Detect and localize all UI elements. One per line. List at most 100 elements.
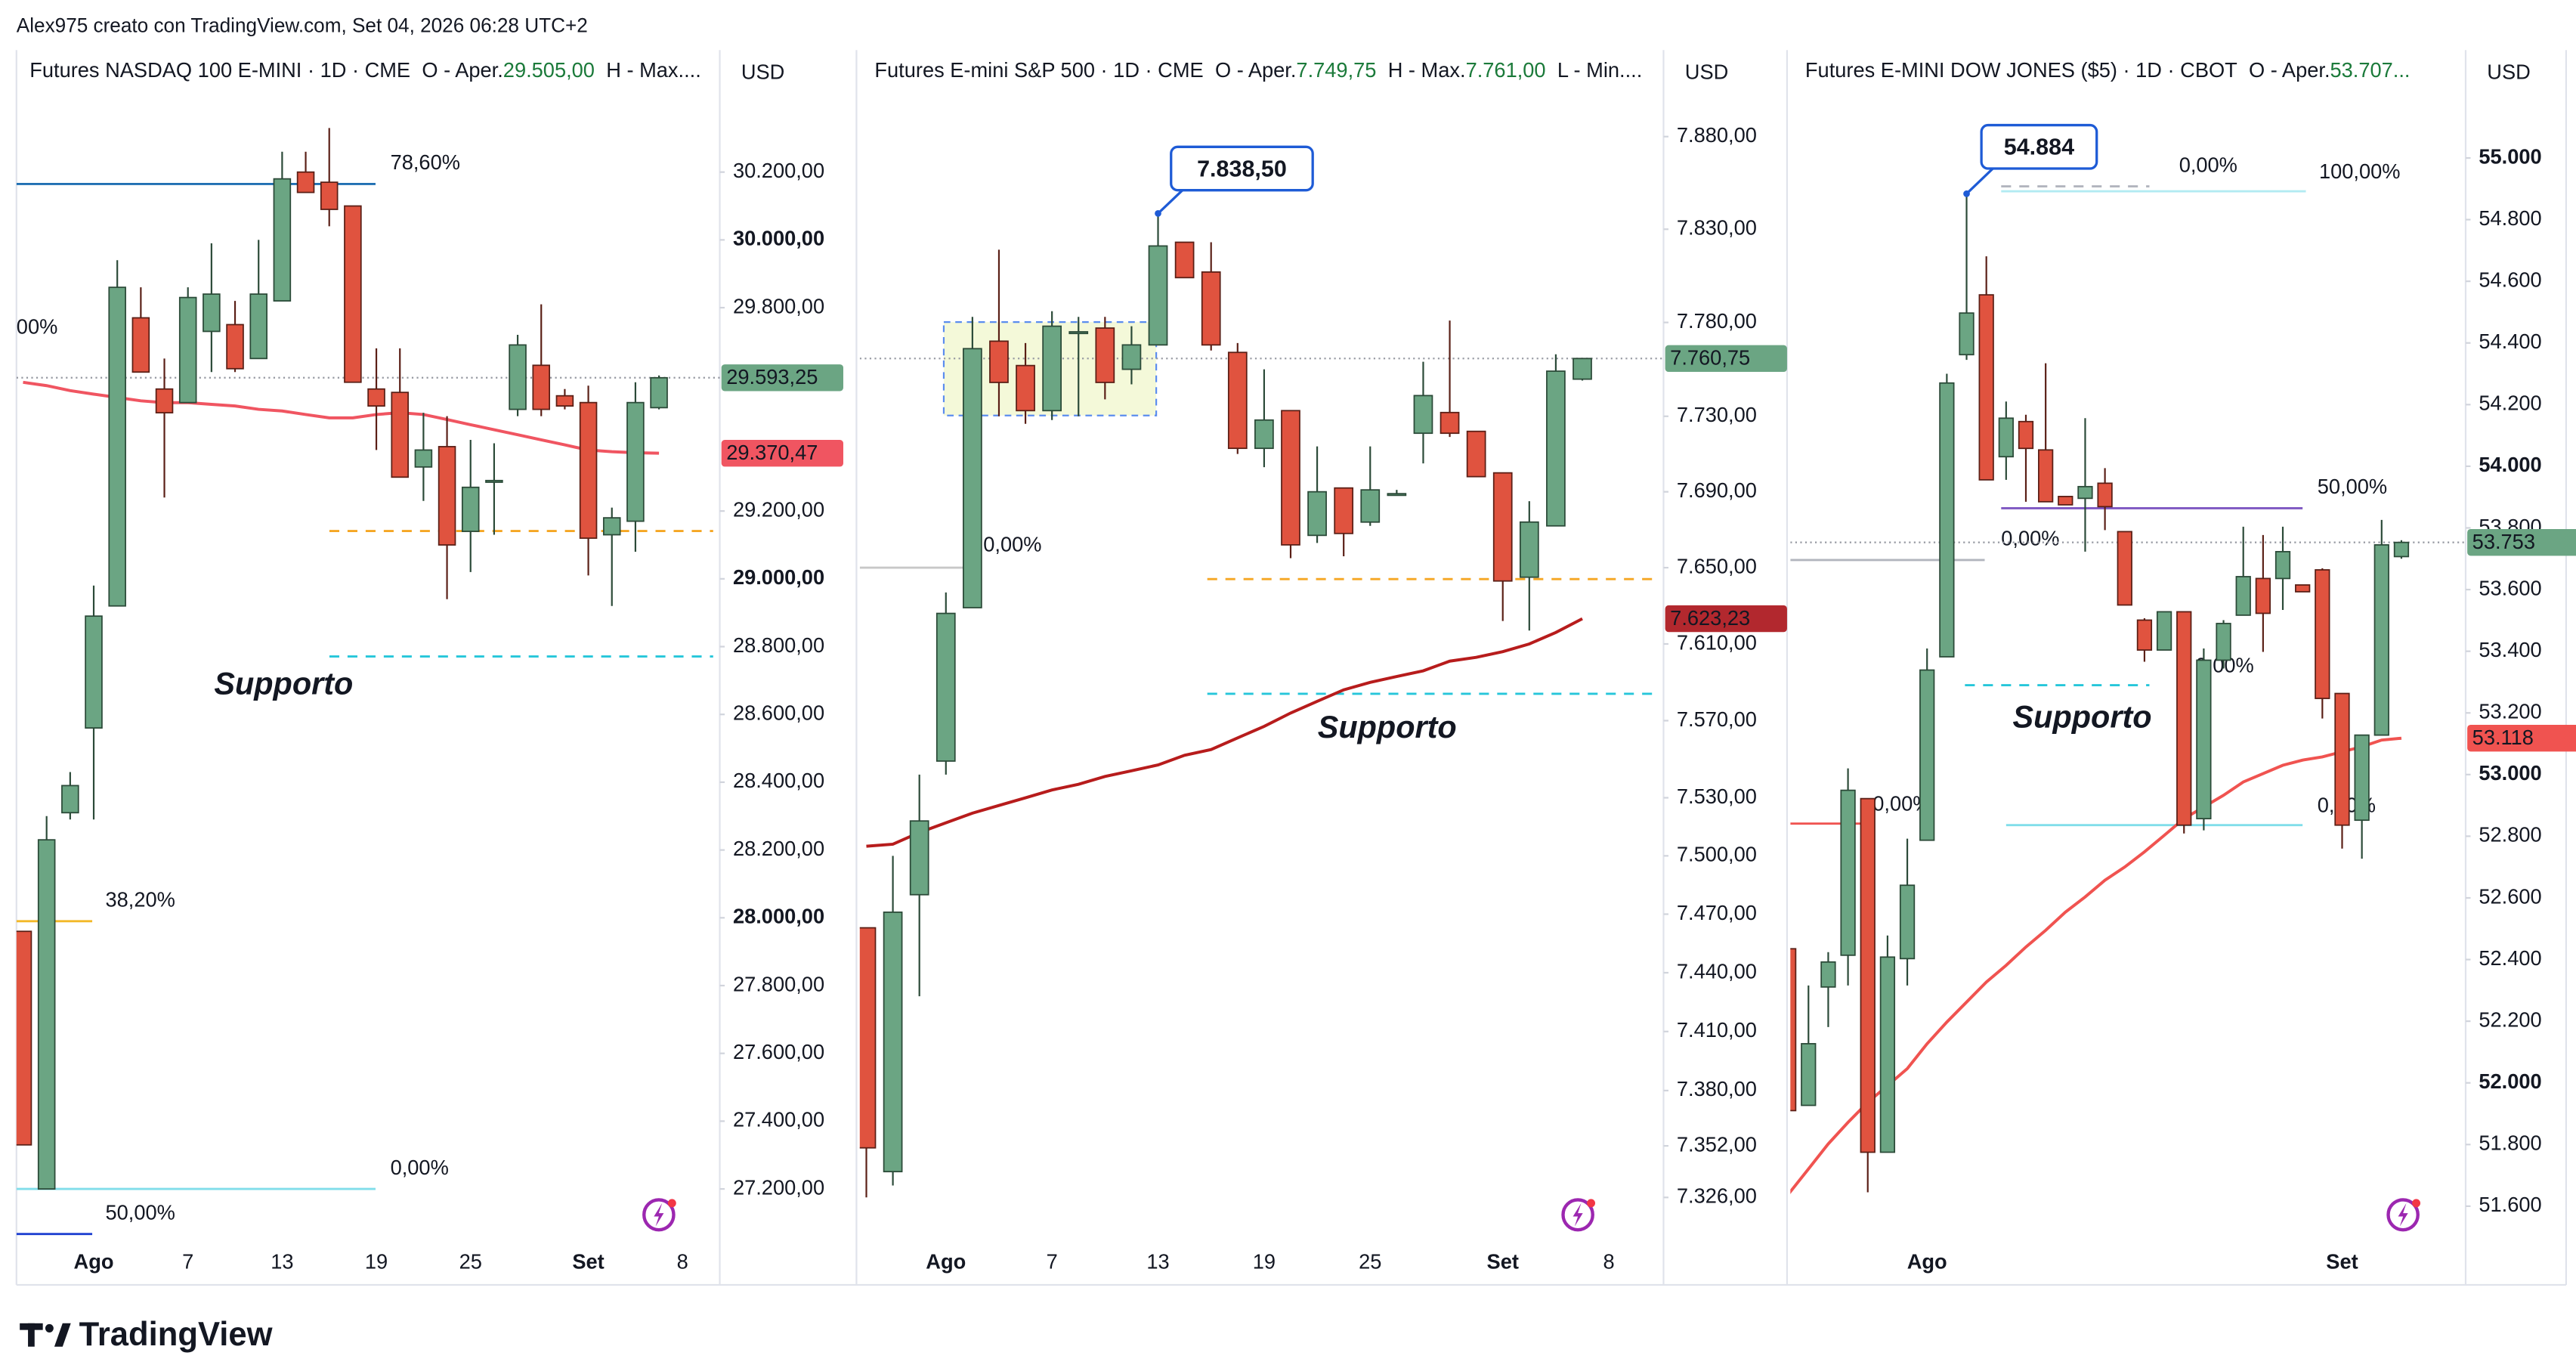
y-tick-label: 7.440,00 (1677, 959, 1757, 983)
callout-pointer (1965, 166, 1996, 195)
header-title: Futures E-MINI DOW JONES ($5) · 1D · CBO… (1805, 58, 2237, 82)
header-key: O - Aper. (422, 58, 503, 82)
candle-body (61, 785, 79, 814)
currency-label: USD (741, 60, 785, 83)
x-tick-label: Set (2326, 1249, 2358, 1273)
candle-body (1148, 245, 1168, 346)
y-tick-label: 7.690,00 (1677, 478, 1757, 502)
candle-body (2196, 659, 2212, 820)
y-tick-label: 52.600 (2479, 884, 2541, 908)
y-tick-label: 27.600,00 (733, 1040, 824, 1063)
y-tick-label: 7.326,00 (1677, 1184, 1757, 1207)
candle-body (2117, 531, 2132, 606)
y-tick-label: 28.600,00 (733, 701, 824, 724)
callout-anchor (1963, 190, 1970, 197)
candle-body (532, 364, 551, 410)
alert-icon (642, 1198, 676, 1232)
candle-body (367, 388, 385, 407)
candle-body (2097, 482, 2113, 508)
candle-body (1879, 956, 1896, 1153)
header-key: O - Aper. (1215, 58, 1296, 82)
y-tick-label: 53.400 (2479, 638, 2541, 661)
x-tick-label: 8 (677, 1249, 688, 1273)
y-tick-label: 54.200 (2479, 391, 2541, 414)
chart-panel: 0,00% Supporto Futures E-mini S&P 500 · 1D… (859, 58, 1787, 1274)
callout-pointer (1157, 187, 1186, 215)
candle-body (391, 392, 409, 478)
candle-body (1492, 472, 1513, 582)
candle-body (989, 340, 1009, 383)
y-tick-label: 52.000 (2479, 1069, 2541, 1093)
price-tag (721, 440, 843, 467)
candle-body (461, 486, 480, 532)
y-tick-label: 28.000,00 (733, 904, 824, 927)
candle-body (226, 323, 244, 370)
candle-body (1939, 382, 1955, 658)
price-tag-label: 29.593,25 (726, 365, 818, 388)
y-tick-label: 29.200,00 (733, 497, 824, 521)
y-tick-label: 27.400,00 (733, 1108, 824, 1131)
candle-body (320, 181, 339, 210)
candle-body (203, 293, 221, 333)
x-tick-label: 7 (182, 1249, 193, 1273)
candle-body (2334, 692, 2350, 826)
candle-body (2136, 619, 2153, 651)
fib-label: 38,20% (105, 887, 175, 911)
y-tick-label: 29.800,00 (733, 294, 824, 317)
candle-body (1387, 493, 1407, 497)
price-tag (1665, 605, 1787, 633)
alert-dot (1587, 1199, 1596, 1208)
price-tag-label: 7.623,23 (1670, 606, 1750, 630)
chart-panel: 78,60% 38,20% 0,00% 50,00% 00% Supporto Future… (16, 58, 843, 1274)
candle-body (2058, 495, 2073, 506)
header-title: Futures NASDAQ 100 E-MINI · 1D · CME (29, 58, 410, 82)
y-tick-label: 7.730,00 (1677, 403, 1757, 426)
candle-body (1174, 241, 1195, 279)
header-key: H - Max. (1388, 58, 1466, 82)
fib-label: 00% (17, 314, 58, 338)
y-tick-label: 7.830,00 (1677, 215, 1757, 239)
y-tick-label: 53.600 (2479, 576, 2541, 599)
candle-body (1068, 331, 1089, 335)
x-tick-label: Ago (926, 1249, 966, 1273)
y-tick-label: 7.380,00 (1677, 1077, 1757, 1100)
y-tick-label: 52.400 (2479, 946, 2541, 970)
candle-body (1919, 669, 1935, 841)
fib-label: 0,00% (983, 533, 1041, 556)
candle-body (108, 286, 126, 607)
candle-body (1281, 410, 1300, 546)
y-tick-label: 28.800,00 (733, 633, 824, 657)
candle-body (85, 615, 103, 729)
top-note: Alex975 creato con TradingView.com, Set … (17, 14, 588, 36)
x-tick-label: 7 (1047, 1249, 1058, 1273)
y-tick-label: 28.400,00 (733, 769, 824, 792)
candle-body (37, 839, 56, 1190)
candle-body (16, 930, 32, 1146)
candle-body (935, 612, 956, 762)
header-value: 7.749,75 (1296, 58, 1376, 82)
candle-body (2038, 449, 2054, 503)
alert-icon-bolt (1573, 1202, 1583, 1227)
y-tick-label: 52.800 (2479, 823, 2541, 847)
candle-body (2077, 485, 2093, 500)
y-tick-label: 54.600 (2479, 268, 2541, 291)
y-tick-label: 53.200 (2479, 699, 2541, 723)
moving-average (23, 380, 660, 455)
candle-body (249, 293, 267, 360)
price-tag (1665, 345, 1787, 372)
candle-body (2018, 420, 2034, 450)
y-tick-label: 7.530,00 (1677, 785, 1757, 808)
candle-body (1840, 789, 1856, 956)
candle-body (1360, 489, 1381, 523)
alert-icon (1561, 1198, 1594, 1232)
candle-body (1573, 358, 1592, 380)
y-tick-label: 51.800 (2479, 1131, 2541, 1154)
candle-body (1978, 294, 1994, 481)
candle-body (1254, 419, 1274, 450)
chart-header: Futures E-MINI DOW JONES ($5) · 1D · CBO… (1805, 58, 2411, 82)
y-tick-label: 30.000,00 (733, 227, 824, 250)
candle-body (509, 344, 527, 410)
candle-body (963, 348, 982, 608)
